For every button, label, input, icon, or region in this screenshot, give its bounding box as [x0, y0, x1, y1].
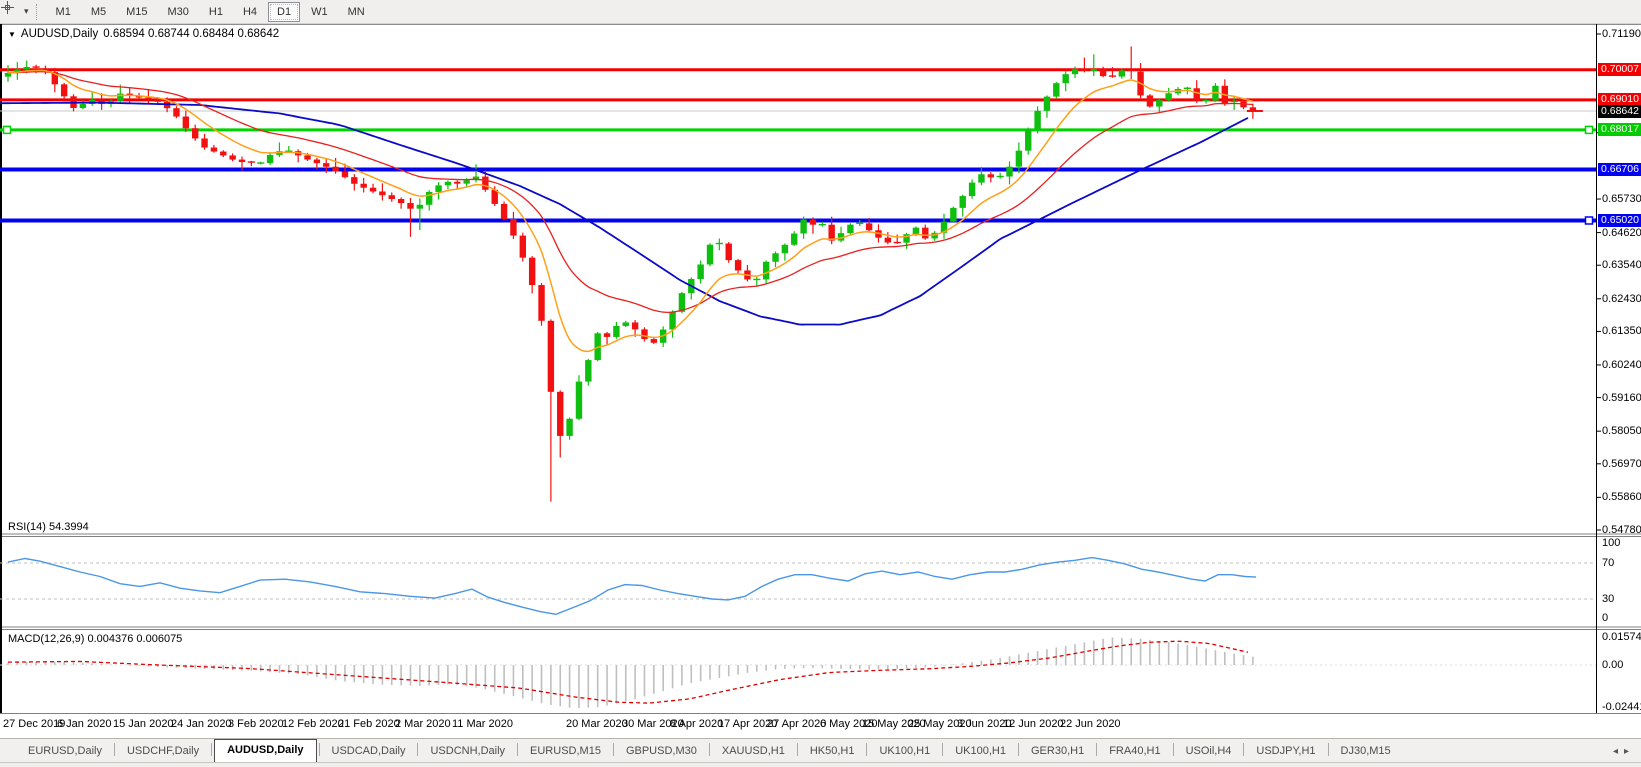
timeframe-button-D1[interactable]: D1 — [268, 1, 301, 22]
tab-separator — [612, 743, 614, 756]
tab-separator — [866, 743, 868, 756]
chart-tab-AUDUSD,Daily[interactable]: AUDUSD,Daily — [214, 739, 317, 762]
status-bar — [0, 762, 1641, 767]
timeframe-button-M30[interactable]: M30 — [167, 5, 189, 18]
line-handle — [1584, 125, 1594, 135]
chart-tab-EURUSD,Daily[interactable]: EURUSD,Daily — [28, 745, 102, 757]
tab-separator — [708, 743, 710, 756]
macd-signal-line — [7, 640, 1249, 704]
tab-scroll-right-icon[interactable]: ▸ — [1623, 746, 1635, 757]
price-axis-ticks — [1596, 33, 1601, 531]
timeframe-button-H4[interactable]: H4 — [242, 5, 258, 18]
chart-tab-USOil,H4[interactable]: USOil,H4 — [1185, 745, 1232, 757]
chart-tab-DJ30,M15[interactable]: DJ30,M15 — [1340, 745, 1391, 757]
horizontal-level-lines[interactable] — [0, 68, 1596, 223]
tab-separator — [1327, 743, 1329, 756]
timeframe-button-M5[interactable]: M5 — [90, 5, 107, 18]
chart-tab-UK100,H1[interactable]: UK100,H1 — [955, 745, 1006, 757]
tab-separator — [1096, 743, 1098, 756]
chart-tab-bar: EURUSD,Daily USDCHF,Daily AUDUSD,Daily USDC… — [0, 738, 1641, 762]
timeframe-button-M15[interactable]: M15 — [126, 5, 148, 18]
tab-separator — [517, 743, 519, 756]
ma-mid-line — [7, 71, 1253, 313]
tab-separator — [942, 743, 944, 756]
panel-borders — [0, 24, 1641, 714]
tab-separator — [211, 743, 213, 756]
chart-tab-HK50,H1[interactable]: HK50,H1 — [809, 745, 855, 757]
line-handles[interactable] — [2, 125, 1594, 225]
rsi-line — [7, 556, 1257, 616]
crosshair-tool-icon[interactable] — [1, 1, 24, 21]
chart-tab-USDCNH,Daily[interactable]: USDCNH,Daily — [430, 745, 506, 757]
line-handle — [2, 125, 12, 135]
chart-tab-UK100,H1[interactable]: UK100,H1 — [879, 745, 931, 757]
chart-tab-EURUSD,M15[interactable]: EURUSD,M15 — [530, 745, 601, 757]
timeframe-toolbar: ▾ M1 M5 M15 M30 H1 H4 D1 W1 MN — [0, 0, 1641, 24]
tab-separator — [796, 743, 798, 756]
tab-separator — [417, 743, 419, 756]
timeframe-button-H1[interactable]: H1 — [208, 5, 223, 18]
chart-tab-FRA40,H1[interactable]: FRA40,H1 — [1109, 745, 1161, 757]
chart-tab-USDJPY,H1[interactable]: USDJPY,H1 — [1256, 745, 1316, 757]
macd-panel[interactable] — [0, 637, 1596, 709]
moving-averages — [0, 69, 1254, 353]
ma-fast-line — [7, 69, 1254, 353]
tab-separator — [1243, 743, 1245, 756]
tab-separator — [1018, 743, 1019, 756]
chart-tab-XAUUSD,H1[interactable]: XAUUSD,H1 — [721, 745, 785, 757]
tab-separator — [318, 743, 320, 756]
chart-tab-GBPUSD,M30[interactable]: GBPUSD,M30 — [625, 745, 697, 757]
chart-tab-USDCHF,Daily[interactable]: USDCHF,Daily — [126, 745, 200, 757]
timeframe-button-MN[interactable]: MN — [347, 5, 365, 18]
toolbar-grip[interactable] — [35, 3, 38, 20]
tab-separator — [113, 743, 115, 756]
ma-slow-line — [0, 101, 1249, 326]
chart-tab-GER30,H1[interactable]: GER30,H1 — [1031, 745, 1085, 757]
line-handle — [1584, 216, 1594, 225]
rsi-panel[interactable] — [0, 556, 1596, 616]
tool-dropdown-caret-icon[interactable]: ▾ — [24, 6, 29, 16]
tab-separator — [1172, 743, 1174, 756]
timeframe-button-M1[interactable]: M1 — [55, 5, 71, 18]
timeframe-button-W1[interactable]: W1 — [311, 5, 328, 18]
chart-tab-USDCAD,Daily[interactable]: USDCAD,Daily — [331, 745, 406, 757]
tab-scroll-left-icon[interactable]: ◂ — [1612, 746, 1624, 757]
